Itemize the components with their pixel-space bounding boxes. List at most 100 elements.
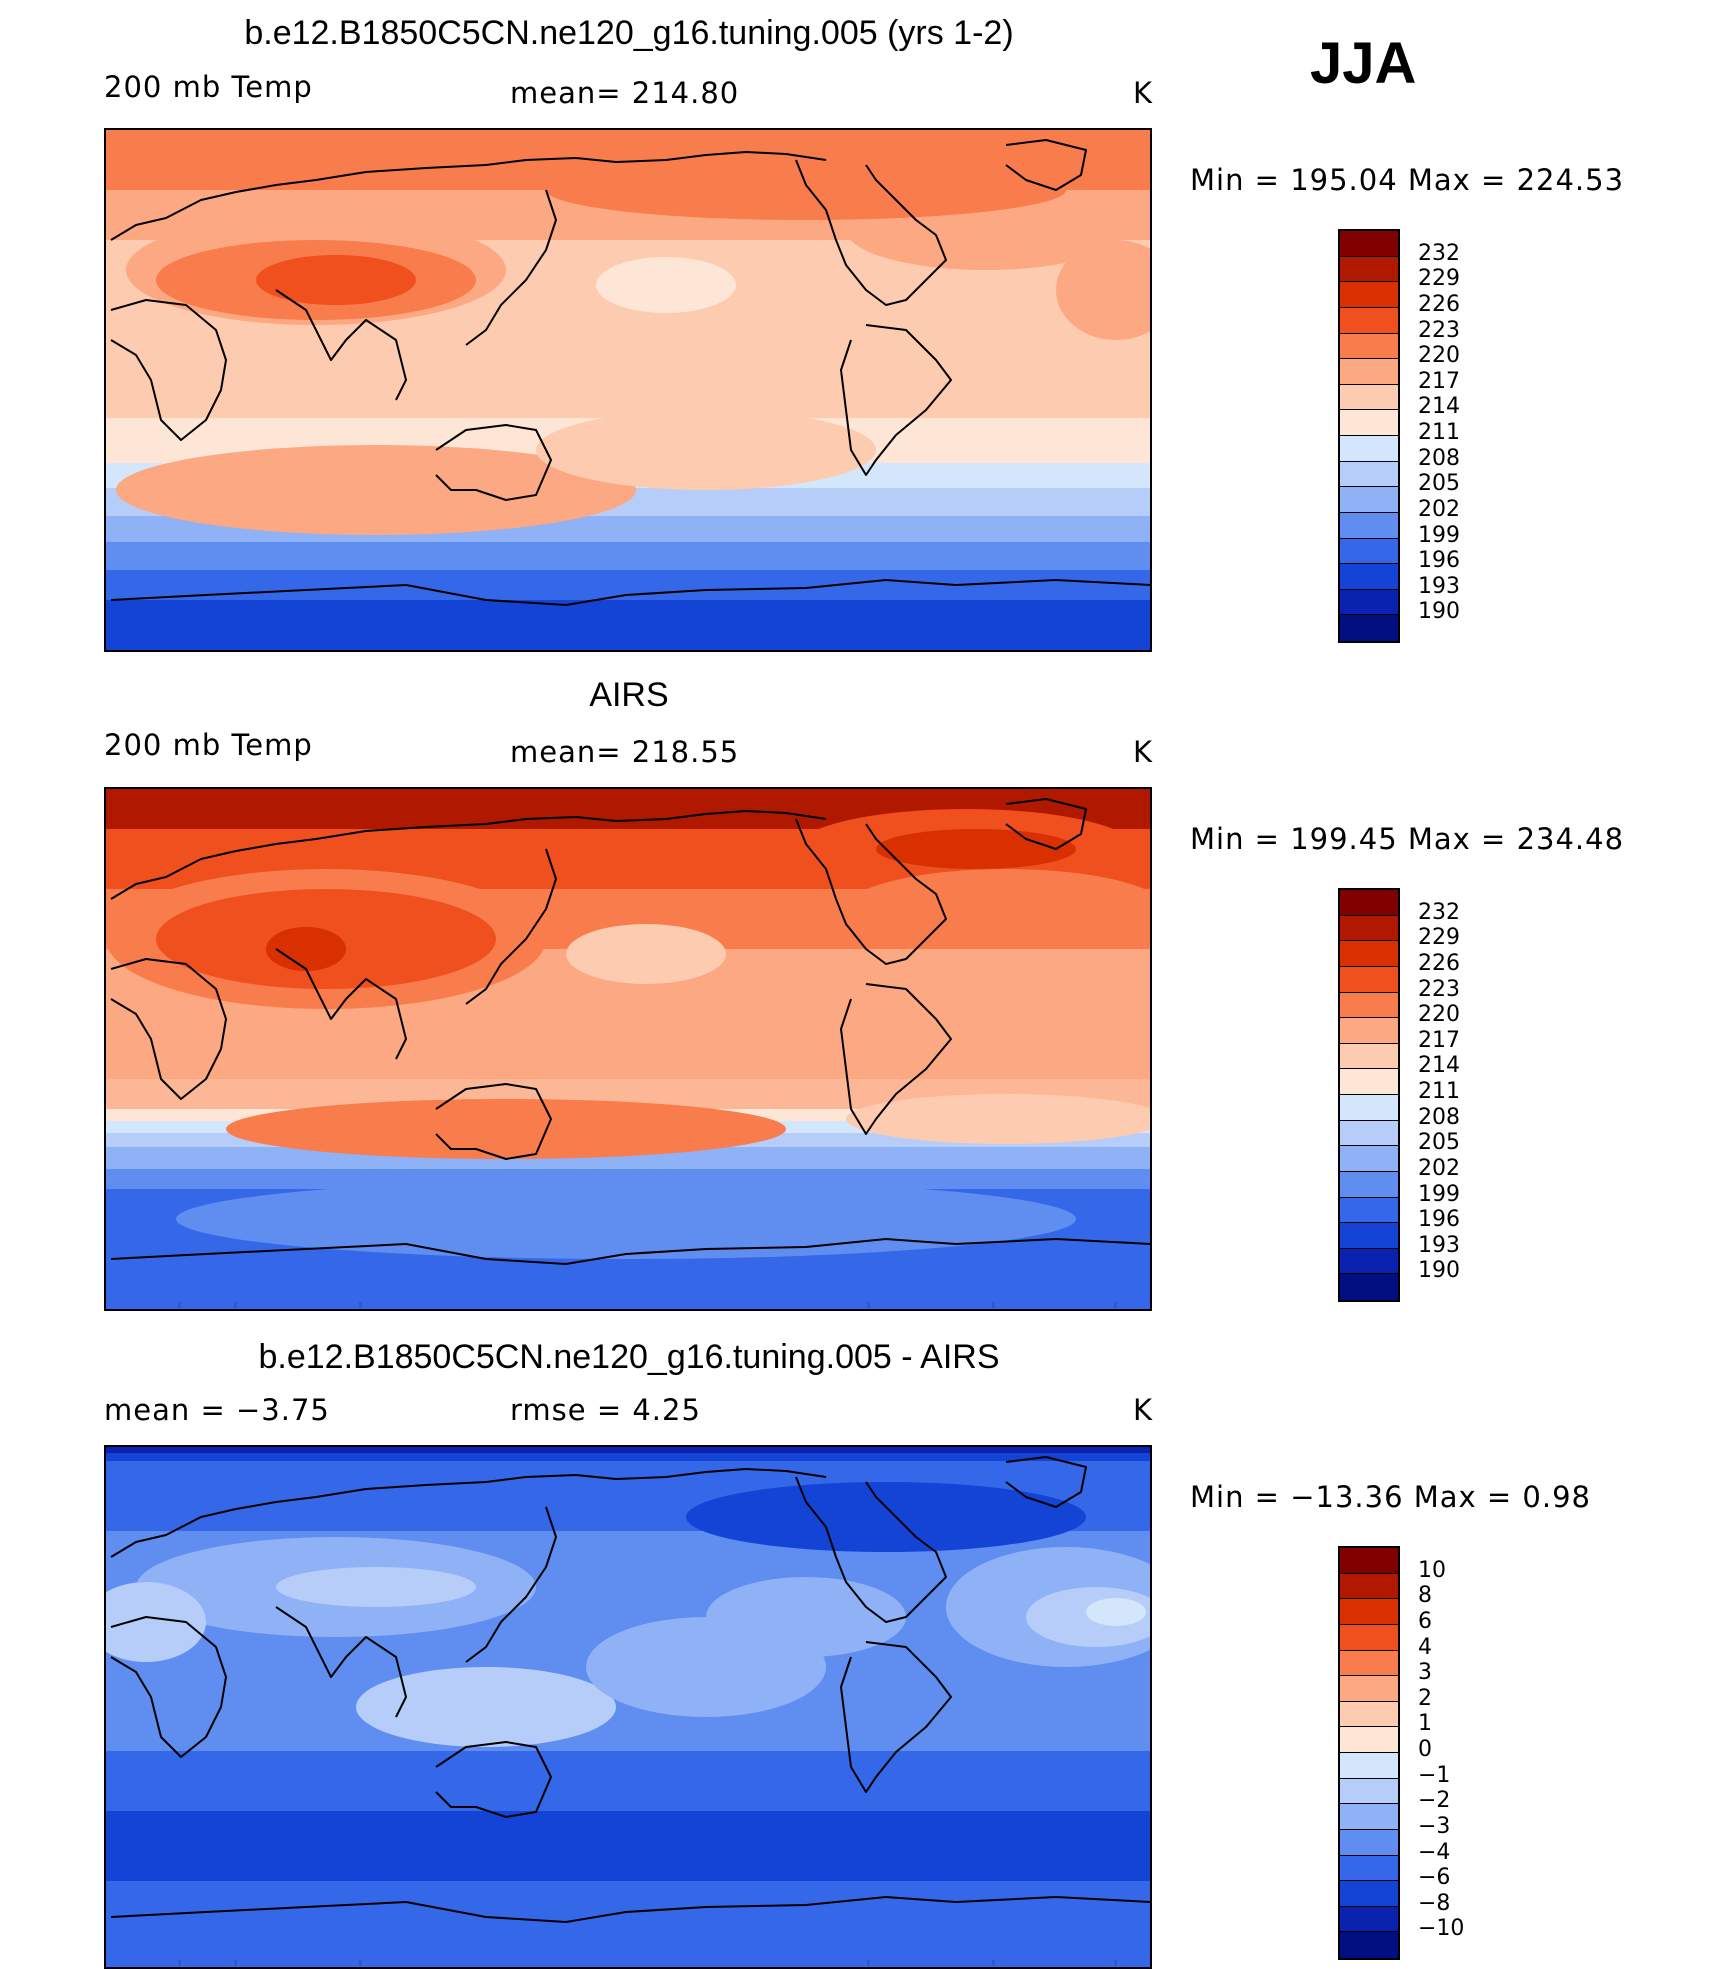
colorbar-label: 226 — [1418, 291, 1460, 317]
colorbar-swatch — [1340, 1727, 1398, 1753]
colorbar-label: 232 — [1418, 240, 1460, 266]
panel3-map — [104, 1445, 1152, 1969]
colorbar-swatch — [1340, 1248, 1398, 1275]
colorbar-label: 10 — [1418, 1557, 1446, 1583]
colorbar-label: 229 — [1418, 266, 1460, 292]
colorbar-swatch — [1340, 1855, 1398, 1882]
colorbar-label: 223 — [1418, 976, 1460, 1002]
colorbar-label: 190 — [1418, 599, 1460, 625]
colorbar-swatch — [1340, 941, 1398, 967]
colorbar-swatch — [1340, 359, 1398, 385]
colorbar-label: 211 — [1418, 420, 1460, 445]
panel1-minmax: Min = 195.04 Max = 224.53 — [1190, 163, 1625, 197]
colorbar-swatch — [1340, 966, 1398, 993]
colorbar-swatch — [1340, 564, 1398, 590]
colorbar-label: 8 — [1418, 1583, 1432, 1609]
colorbar-swatch — [1340, 333, 1398, 360]
colorbar-label: 196 — [1418, 548, 1460, 574]
panel2-axis-ticks — [104, 1302, 1152, 1308]
colorbar-swatch — [1340, 1753, 1398, 1779]
colorbar-label: 193 — [1418, 1232, 1460, 1258]
panel3-minmax: Min = −13.36 Max = 0.98 — [1190, 1480, 1591, 1514]
colorbar-swatch — [1340, 890, 1398, 916]
colorbar-label: 205 — [1418, 471, 1460, 497]
colorbar-swatch — [1340, 1146, 1398, 1172]
colorbar-swatch — [1340, 615, 1398, 641]
colorbar-swatch — [1340, 1573, 1398, 1600]
colorbar-swatch — [1340, 256, 1398, 283]
colorbar-swatch — [1340, 1095, 1398, 1121]
colorbar-swatch — [1340, 384, 1398, 411]
colorbar-label: 202 — [1418, 1155, 1460, 1181]
colorbar-label: −4 — [1418, 1839, 1451, 1865]
panel2-units: K — [1133, 735, 1154, 769]
panel3-mean-label: mean = −3.75 — [104, 1393, 330, 1427]
panel2-variable-label: 200 mb Temp — [104, 728, 313, 762]
colorbar-swatch — [1340, 461, 1398, 488]
colorbar-swatch — [1340, 282, 1398, 308]
colorbar-label: 211 — [1418, 1079, 1460, 1104]
panel2-minmax: Min = 199.45 Max = 234.48 — [1190, 822, 1625, 856]
panel2-title: AIRS — [589, 676, 669, 714]
panel1-variable-label: 200 mb Temp — [104, 70, 313, 104]
colorbar-label: −8 — [1418, 1890, 1451, 1916]
colorbar-label: 1 — [1418, 1711, 1432, 1737]
colorbar-label: 205 — [1418, 1130, 1460, 1156]
colorbar-label: 190 — [1418, 1258, 1460, 1284]
colorbar-swatch — [1340, 1829, 1398, 1856]
colorbar-swatch — [1340, 1197, 1398, 1224]
colorbar-label: 229 — [1418, 925, 1460, 951]
colorbar-swatch — [1340, 1624, 1398, 1651]
colorbar-swatch — [1340, 538, 1398, 565]
colorbar-label: 3 — [1418, 1660, 1432, 1686]
colorbar-swatch — [1340, 1120, 1398, 1147]
panel2-map — [104, 787, 1152, 1311]
colorbar-label: 6 — [1418, 1608, 1432, 1634]
colorbar-swatch — [1340, 410, 1398, 436]
colorbar-label: 220 — [1418, 1002, 1460, 1028]
colorbar-swatch — [1340, 512, 1398, 539]
colorbar-swatch — [1340, 1599, 1398, 1625]
colorbar-swatch — [1340, 992, 1398, 1019]
colorbar-label: −2 — [1418, 1788, 1451, 1814]
colorbar-swatch — [1340, 436, 1398, 462]
colorbar-label: 217 — [1418, 1027, 1460, 1053]
colorbar-label: 232 — [1418, 899, 1460, 925]
colorbar-swatch — [1340, 1804, 1398, 1830]
panel3-axis-ticks — [104, 1960, 1152, 1966]
panel1-units: K — [1133, 76, 1154, 110]
colorbar-label: 223 — [1418, 317, 1460, 343]
colorbar-label: 208 — [1418, 445, 1460, 471]
colorbar-swatch — [1340, 1043, 1398, 1070]
colorbar-label: −3 — [1418, 1813, 1451, 1839]
colorbar-label: 220 — [1418, 343, 1460, 369]
colorbar-swatch — [1340, 1701, 1398, 1728]
panel1-colorbar — [1338, 229, 1400, 643]
panel1-mean-label: mean= 214.80 — [510, 76, 740, 110]
colorbar-label: 214 — [1418, 394, 1460, 420]
colorbar-swatch — [1340, 1171, 1398, 1198]
colorbar-swatch — [1340, 487, 1398, 513]
panel2-colorbar — [1338, 888, 1400, 1302]
panel1-map — [104, 128, 1152, 652]
colorbar-label: 199 — [1418, 522, 1460, 548]
colorbar-label: −1 — [1418, 1762, 1451, 1788]
colorbar-label: 217 — [1418, 368, 1460, 394]
colorbar-swatch — [1340, 1274, 1398, 1300]
colorbar-label: 4 — [1418, 1634, 1432, 1660]
colorbar-swatch — [1340, 1069, 1398, 1095]
colorbar-label: 0 — [1418, 1737, 1432, 1762]
colorbar-label: 199 — [1418, 1181, 1460, 1207]
colorbar-swatch — [1340, 1932, 1398, 1958]
colorbar-label: 196 — [1418, 1207, 1460, 1233]
season-label: JJA — [1310, 31, 1417, 96]
colorbar-swatch — [1340, 1018, 1398, 1044]
panel3-rmse-label: rmse = 4.25 — [510, 1393, 701, 1427]
colorbar-label: 214 — [1418, 1053, 1460, 1079]
colorbar-swatch — [1340, 307, 1398, 334]
colorbar-swatch — [1340, 231, 1398, 257]
colorbar-swatch — [1340, 1676, 1398, 1702]
panel3-units: K — [1133, 1393, 1154, 1427]
colorbar-label: −6 — [1418, 1865, 1451, 1891]
panel2-mean-label: mean= 218.55 — [510, 735, 740, 769]
